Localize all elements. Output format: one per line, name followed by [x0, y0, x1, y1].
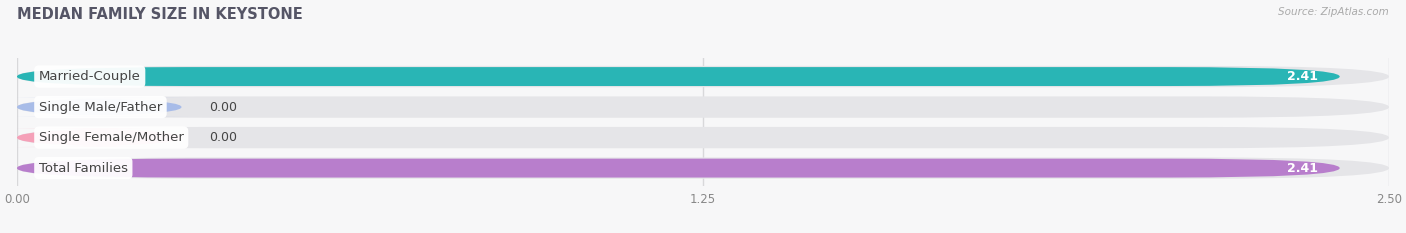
FancyBboxPatch shape	[17, 127, 1389, 148]
FancyBboxPatch shape	[11, 98, 187, 116]
Text: Single Male/Father: Single Male/Father	[39, 101, 162, 113]
FancyBboxPatch shape	[17, 158, 1389, 179]
Text: Single Female/Mother: Single Female/Mother	[39, 131, 184, 144]
FancyBboxPatch shape	[17, 96, 1389, 118]
Text: 2.41: 2.41	[1286, 162, 1317, 175]
Text: Total Families: Total Families	[39, 162, 128, 175]
Text: 0.00: 0.00	[209, 131, 238, 144]
FancyBboxPatch shape	[17, 67, 1340, 86]
Text: MEDIAN FAMILY SIZE IN KEYSTONE: MEDIAN FAMILY SIZE IN KEYSTONE	[17, 7, 302, 22]
Text: 0.00: 0.00	[209, 101, 238, 113]
FancyBboxPatch shape	[17, 159, 1340, 178]
Text: 2.41: 2.41	[1286, 70, 1317, 83]
Text: Married-Couple: Married-Couple	[39, 70, 141, 83]
FancyBboxPatch shape	[11, 128, 187, 147]
Text: Source: ZipAtlas.com: Source: ZipAtlas.com	[1278, 7, 1389, 17]
FancyBboxPatch shape	[17, 66, 1389, 87]
